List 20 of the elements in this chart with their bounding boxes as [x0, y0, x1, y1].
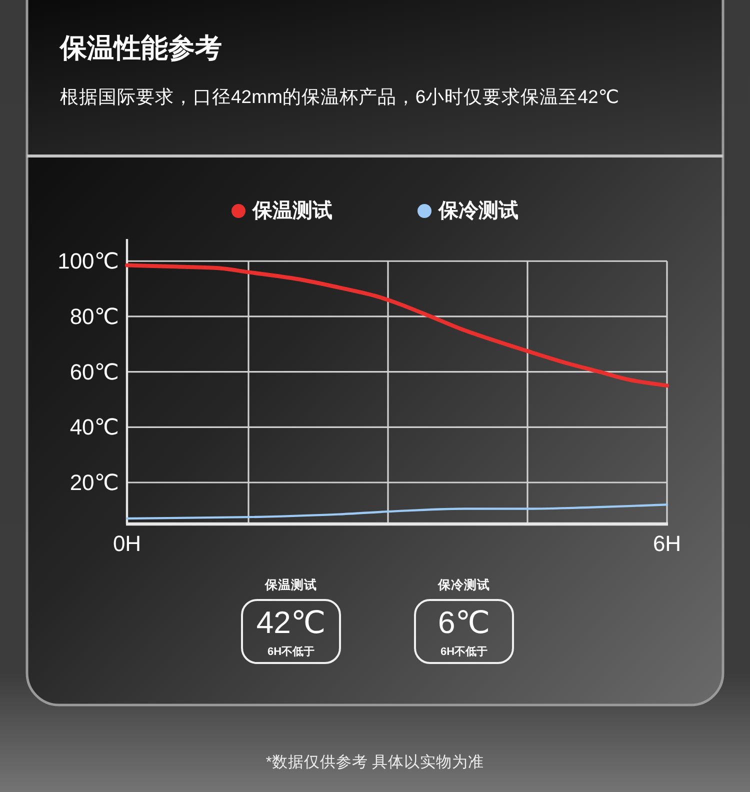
y-tick-label: 20℃: [70, 470, 119, 495]
y-tick-label: 100℃: [58, 248, 119, 274]
text: 6H不低于: [440, 646, 488, 658]
x-tick-label: 0H: [112, 531, 142, 556]
y-tick-label: 40℃: [70, 414, 119, 440]
y-tick-label: 80℃: [70, 304, 119, 329]
text: 6H不低于: [267, 646, 315, 658]
legend-label: 保冷测试: [438, 200, 518, 222]
chart-title: 保温性能参考: [59, 33, 222, 63]
y-tick-label: 60℃: [70, 359, 119, 384]
text: 6℃: [438, 605, 490, 640]
line-series: [125, 263, 669, 388]
text: *数据仅供参考 具体以实物为准: [266, 753, 484, 771]
x-tick-label: 6H: [652, 531, 682, 556]
legend-label: 保温测试: [252, 200, 332, 222]
text: 42℃: [256, 605, 326, 640]
text: 保温测试: [264, 577, 317, 592]
text: 保冷测试: [437, 577, 490, 592]
chart-subtitle: 根据国际要求，口径42mm的保温杯产品，6小时仅要求保温至42℃: [60, 86, 620, 107]
line-series: [126, 504, 668, 520]
